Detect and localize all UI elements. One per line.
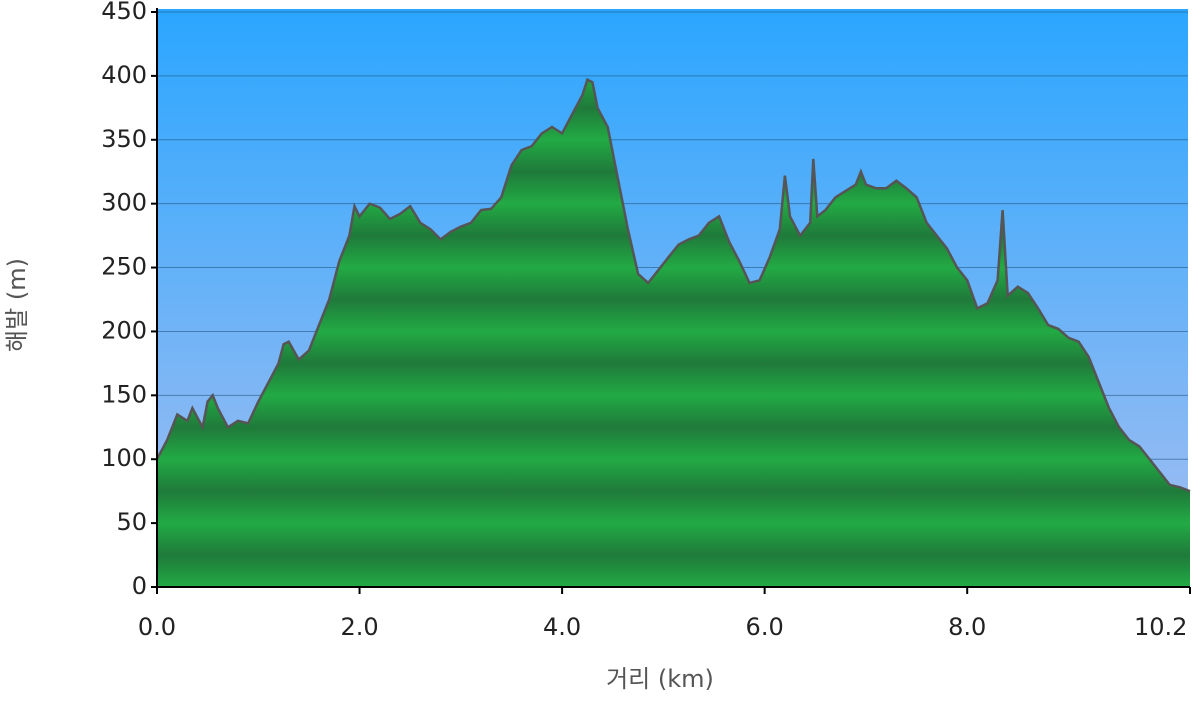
y-tick-label: 400 — [101, 61, 147, 89]
y-tick-label: 100 — [101, 444, 147, 472]
y-tick-label: 350 — [101, 125, 147, 153]
area-layer — [155, 77, 1191, 587]
axes: 0 50 100 150 200 250 300 350 400 450 0.0 2.0 4.0 6.0 8… — [101, 0, 1191, 641]
x-tick-label: 10.2 — [1134, 613, 1187, 641]
x-tick-label: 8.0 — [948, 613, 986, 641]
y-tick-label: 250 — [101, 253, 147, 281]
y-tick-label: 50 — [116, 508, 147, 536]
x-tick-label: 6.0 — [746, 613, 784, 641]
x-tick-label: 4.0 — [543, 613, 581, 641]
y-axis-label: 해발 (m) — [3, 258, 31, 352]
y-tick-label: 200 — [101, 316, 147, 344]
y-tick-label: 150 — [101, 380, 147, 408]
x-tick-label: 2.0 — [340, 613, 378, 641]
y-tick-label: 450 — [101, 0, 147, 25]
y-tick-label: 300 — [101, 189, 147, 217]
elevation-line — [155, 77, 1191, 493]
y-tick-label: 0 — [132, 572, 147, 600]
x-axis-label: 거리 (km) — [606, 665, 714, 693]
elevation-area — [157, 79, 1190, 587]
x-tick-label: 0.0 — [138, 613, 176, 641]
